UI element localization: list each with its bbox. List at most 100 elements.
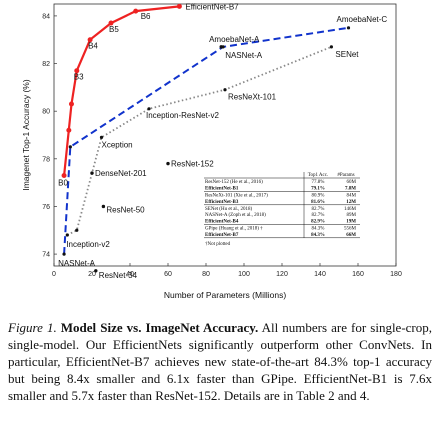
- table-params-cell: 19M: [346, 219, 356, 224]
- chart-series: Inception-v2 Xception Inception-ResNet-v2 R…: [58, 2, 387, 279]
- effnet-point-label: B4: [88, 42, 98, 51]
- table-params-cell: 60M: [347, 180, 357, 185]
- table-model-name: GPipe (Huang et al., 2018) †: [205, 227, 263, 232]
- nas-curve-point-label: NASNet-A: [58, 259, 96, 268]
- dotted-curve-point-label: ResNeXt-101: [228, 93, 277, 102]
- nas-curve-point: [68, 145, 72, 149]
- x-tick-label: 160: [352, 271, 364, 278]
- table-acc-cell: 77.8%: [312, 180, 325, 185]
- table-acc-cell: 82.7%: [312, 207, 325, 212]
- effnet-point-label: B3: [74, 73, 84, 82]
- dotted-curve-point: [75, 228, 79, 232]
- table-params-cell: 146M: [344, 207, 357, 212]
- table-model-name: EfficientNet-B7: [205, 233, 239, 238]
- x-tick-label: 120: [276, 271, 288, 278]
- dotted-curve-point: [99, 135, 104, 139]
- table-params-cell: 84M: [347, 194, 357, 199]
- axis-ticks: 0 20 40 60 80 100 120 140 160 180 74 76 78 80 82 84: [42, 13, 402, 278]
- x-tick-label: 0: [52, 271, 56, 278]
- dotted-curve-point: [147, 107, 151, 111]
- effnet-point: [61, 172, 67, 178]
- table-model-name: ResNet-152 (He et al., 2016): [205, 180, 263, 185]
- y-tick-label: 78: [42, 156, 50, 163]
- table-acc-cell: 82.9%: [311, 219, 325, 224]
- model-point-label: DenseNet-201: [95, 169, 147, 178]
- model-point: [219, 45, 223, 49]
- caption-figure-label: Figure 1.: [8, 320, 57, 335]
- dotted-baseline-line: [66, 46, 332, 236]
- dotted-curve-point-label: Inception-v2: [66, 240, 110, 249]
- effnet-point: [68, 101, 74, 107]
- nas-curve-point: [346, 26, 351, 30]
- effnet-point: [176, 3, 182, 9]
- table-acc-cell: 80.9%: [312, 194, 325, 199]
- dotted-curve-point: [65, 233, 69, 237]
- table-model-name: EfficientNet-B4: [205, 219, 239, 224]
- table-params-cell: 66M: [346, 233, 356, 238]
- y-axis-label: Imagenet Top-1 Accuracy (%): [21, 79, 31, 191]
- effnet-point-label: EfficientNet-B7: [185, 2, 239, 11]
- table-acc-cell: 81.6%: [311, 200, 325, 205]
- effnet-point-label: B0: [58, 178, 68, 187]
- table-params-cell: 12M: [346, 200, 356, 205]
- nas-curve-point-label: AmoebaNet-C: [337, 15, 388, 24]
- effnet-point-label: B6: [141, 12, 151, 21]
- table-acc-cell: 82.7%: [312, 213, 325, 218]
- plot-frame: [53, 3, 397, 267]
- table-footnote: †Not plotted: [205, 242, 231, 247]
- model-point: [166, 161, 170, 166]
- effnet-point: [66, 127, 72, 133]
- y-tick-label: 76: [42, 204, 50, 211]
- table-header-acc: Top1 Acc.: [308, 173, 328, 178]
- table-params-cell: 7.8M: [345, 186, 356, 191]
- figure-caption: Figure 1. Model Size vs. ImageNet Accura…: [8, 319, 432, 404]
- y-tick-label: 80: [42, 109, 50, 116]
- efficientnet-line: [63, 5, 180, 176]
- dotted-curve-point: [329, 45, 333, 49]
- model-point-label: NASNet-A: [225, 51, 263, 60]
- table-model-name: EfficientNet-B3: [205, 200, 239, 205]
- x-tick-label: 60: [164, 271, 172, 278]
- table-header-params: #Params: [337, 173, 354, 178]
- table-model-name: ResNeXt-101 (Xie et al., 2017): [205, 194, 268, 199]
- comparison-table: Top1 Acc. #Params ResNet-152 (He et al., 2…: [204, 172, 360, 247]
- dotted-curve-point-label: Xception: [102, 140, 133, 149]
- x-tick-label: 20: [88, 271, 96, 278]
- model-point: [90, 171, 94, 175]
- table-acc-cell: 84.3%: [311, 233, 325, 238]
- effnet-point: [108, 20, 114, 26]
- table-model-name: NASNet-A (Zoph et al., 2018): [205, 213, 266, 218]
- y-tick-label: 84: [42, 13, 50, 20]
- table-acc-cell: 79.1%: [311, 186, 325, 191]
- model-point-label: ResNet-152: [171, 160, 214, 169]
- effnet-point-label: B5: [109, 25, 119, 34]
- caption-body: All numbers are for single-crop, single-…: [8, 320, 433, 403]
- table-params-cell: 556M: [344, 227, 357, 232]
- model-point-label: ResNet-34: [99, 271, 138, 280]
- effnet-point: [74, 68, 80, 74]
- nas-line: [63, 26, 349, 255]
- model-point: [94, 269, 98, 273]
- y-tick-label: 74: [42, 252, 50, 259]
- dotted-curve-point: [223, 88, 227, 92]
- dotted-curve-point-label: SENet: [335, 50, 359, 59]
- x-axis-label: Number of Parameters (Millions): [164, 290, 287, 300]
- table-params-cell: 89M: [347, 213, 357, 218]
- effnet-point: [87, 37, 93, 43]
- y-tick-label: 82: [42, 61, 50, 68]
- x-tick-label: 100: [238, 271, 250, 278]
- x-tick-label: 40: [126, 271, 134, 278]
- x-tick-label: 140: [314, 271, 326, 278]
- table-model-name: EfficientNet-B1: [205, 186, 239, 191]
- x-tick-label: 80: [202, 271, 210, 278]
- caption-title: Model Size vs. ImageNet Accuracy.: [60, 320, 259, 335]
- dotted-curve-point-label: Inception-ResNet-v2: [146, 111, 219, 120]
- model-point: [101, 204, 106, 209]
- model-point-label: ResNet-50: [106, 205, 145, 214]
- table-acc-cell: 84.3%: [312, 227, 325, 232]
- nas-curve-point-label: AmoebaNet-A: [209, 35, 260, 44]
- effnet-point: [133, 8, 139, 14]
- nas-curve-point: [62, 252, 66, 256]
- table-model-name: SENet (Hu et al., 2018): [205, 207, 253, 212]
